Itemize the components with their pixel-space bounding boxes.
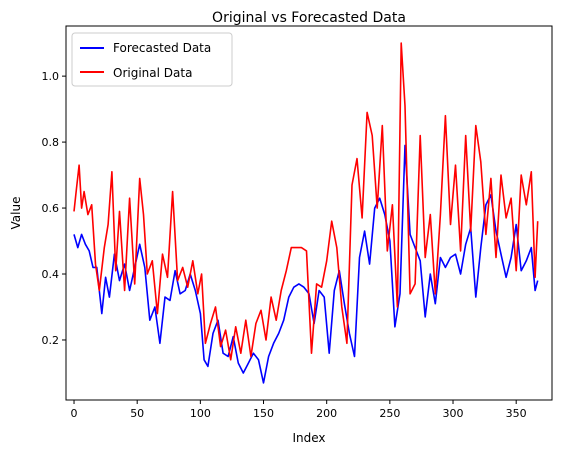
x-axis-label: Index [292, 431, 325, 445]
y-tick-label: 1.0 [42, 70, 60, 83]
chart-title: Original vs Forecasted Data [212, 10, 406, 26]
legend-label-forecasted: Forecasted Data [113, 41, 211, 55]
series-line-original-data [73, 42, 539, 361]
y-tick-label: 0.8 [42, 136, 60, 149]
y-axis: 0.2 0.4 0.6 0.8 1.0 [42, 70, 66, 347]
x-tick-label: 300 [443, 407, 464, 420]
legend: Forecasted Data Original Data [71, 32, 233, 87]
x-tick-label: 0 [71, 407, 78, 420]
series-layer [73, 42, 539, 384]
series-line-forecasted-data [73, 144, 539, 384]
legend-box [71, 32, 233, 87]
y-tick-label: 0.4 [42, 268, 60, 281]
x-tick-label: 350 [506, 407, 527, 420]
x-tick-label: 250 [379, 407, 400, 420]
y-axis-label: Value [9, 197, 23, 230]
y-tick-label: 0.6 [42, 202, 60, 215]
x-tick-label: 200 [316, 407, 337, 420]
x-axis: 0 50 100 150 200 250 300 350 [71, 400, 527, 420]
legend-label-original: Original Data [113, 66, 192, 80]
x-tick-label: 150 [253, 407, 274, 420]
y-tick-label: 0.2 [42, 334, 60, 347]
x-tick-label: 100 [190, 407, 211, 420]
x-tick-label: 50 [130, 407, 144, 420]
plot-area-frame [65, 25, 553, 401]
